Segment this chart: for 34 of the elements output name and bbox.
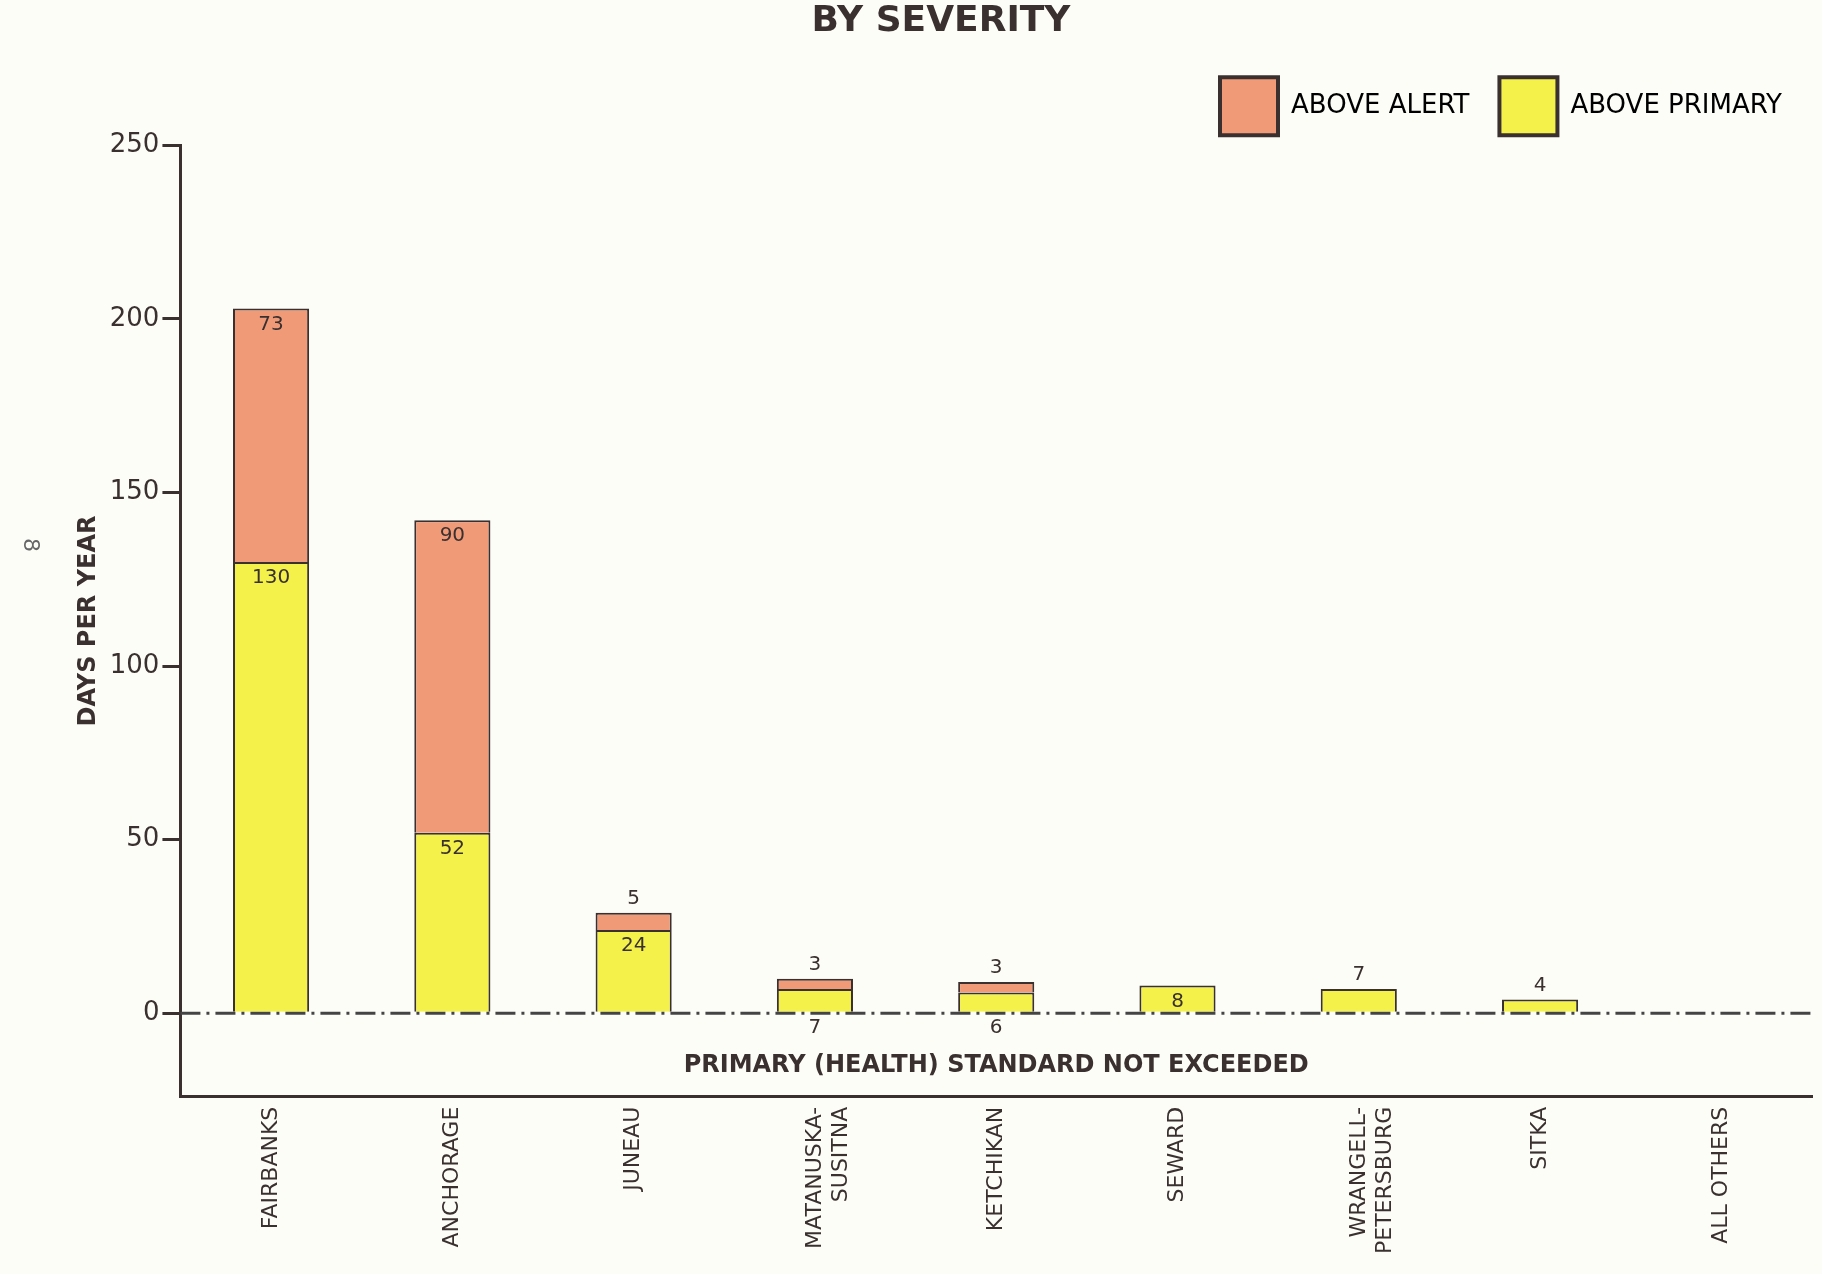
chart-title: BY SEVERITY xyxy=(811,0,1072,39)
data-label: 6 xyxy=(989,1014,1003,1039)
y-tick-label: 0 xyxy=(142,996,160,1027)
data-label: 24 xyxy=(620,932,647,957)
data-label: 130 xyxy=(251,564,291,589)
data-label: 7 xyxy=(1352,961,1366,986)
x-tick-label: WRANGELL-PETERSBURG xyxy=(1344,1106,1396,1255)
data-label: 90 xyxy=(439,522,466,547)
x-tick-label: FAIRBANKS xyxy=(256,1106,282,1230)
x-tick-label: MATANUSKA-SUSITNA xyxy=(800,1106,853,1249)
y-tick-label: 100 xyxy=(109,648,160,679)
y-tick-label: 150 xyxy=(109,475,160,506)
data-label: 4 xyxy=(1533,971,1547,996)
legend-label: ABOVE ALERT xyxy=(1291,88,1470,119)
x-tick-label: ALL OTHERS xyxy=(1707,1106,1733,1244)
y-tick-label: 200 xyxy=(109,301,160,332)
y-tick-label: 50 xyxy=(126,822,160,853)
data-label: 52 xyxy=(439,834,466,859)
text: 8 xyxy=(19,538,45,552)
data-label: 73 xyxy=(258,310,284,335)
legend-label: ABOVE PRIMARY xyxy=(1570,88,1783,119)
x-tick-label: SEWARD xyxy=(1163,1106,1189,1203)
data-label: 3 xyxy=(808,950,822,975)
data-label: 8 xyxy=(1171,987,1184,1012)
y-tick-label: 250 xyxy=(109,127,160,158)
x-tick-label: KETCHIKAN xyxy=(981,1106,1007,1232)
data-label: 7 xyxy=(808,1014,822,1039)
data-label: 3 xyxy=(989,954,1003,979)
y-axis-title: DAYS PER YEAR xyxy=(72,515,101,727)
x-tick-label: JUNEAU xyxy=(619,1106,645,1193)
x-tick-label: ANCHORAGE xyxy=(438,1106,464,1248)
x-tick-label: SITKA xyxy=(1525,1106,1551,1170)
data-label: 5 xyxy=(627,884,641,909)
ref-line-label: PRIMARY (HEALTH) STANDARD NOT EXCEEDED xyxy=(683,1049,1309,1078)
